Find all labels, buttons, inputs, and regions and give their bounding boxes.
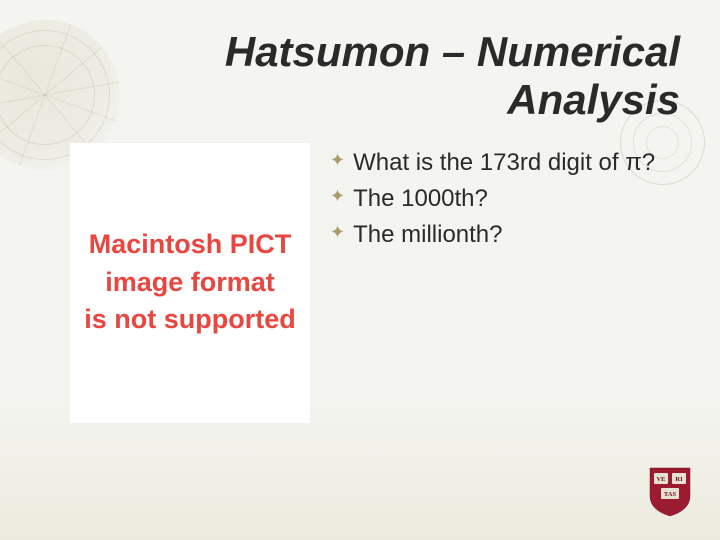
- pict-line-2: image format: [105, 264, 275, 302]
- sparkle-icon: ✦: [330, 184, 345, 209]
- svg-text:RI: RI: [675, 476, 683, 483]
- pict-placeholder-block: Macintosh PICT image format is not suppo…: [70, 143, 310, 423]
- bullet-list: ✦ What is the 173rd digit of π? ✦ The 10…: [330, 143, 680, 423]
- svg-text:TAS: TAS: [664, 491, 677, 498]
- sparkle-icon: ✦: [330, 220, 345, 245]
- svg-text:VE: VE: [656, 476, 665, 483]
- bullet-item: ✦ The millionth?: [330, 220, 680, 250]
- sparkle-icon: ✦: [330, 148, 345, 173]
- slide-container: Hatsumon – Numerical Analysis Macintosh …: [0, 0, 720, 540]
- pict-line-3: is not supported: [84, 301, 296, 339]
- bullet-item: ✦ What is the 173rd digit of π?: [330, 148, 680, 178]
- bullet-text: The 1000th?: [353, 184, 488, 214]
- pict-line-1: Macintosh PICT: [89, 226, 292, 264]
- bullet-text: The millionth?: [353, 220, 502, 250]
- harvard-shield-icon: VE RI TAS: [648, 466, 692, 518]
- content-row: Macintosh PICT image format is not suppo…: [70, 143, 680, 423]
- bullet-text: What is the 173rd digit of π?: [353, 148, 655, 178]
- bullet-item: ✦ The 1000th?: [330, 184, 680, 214]
- slide-title: Hatsumon – Numerical Analysis: [200, 28, 680, 125]
